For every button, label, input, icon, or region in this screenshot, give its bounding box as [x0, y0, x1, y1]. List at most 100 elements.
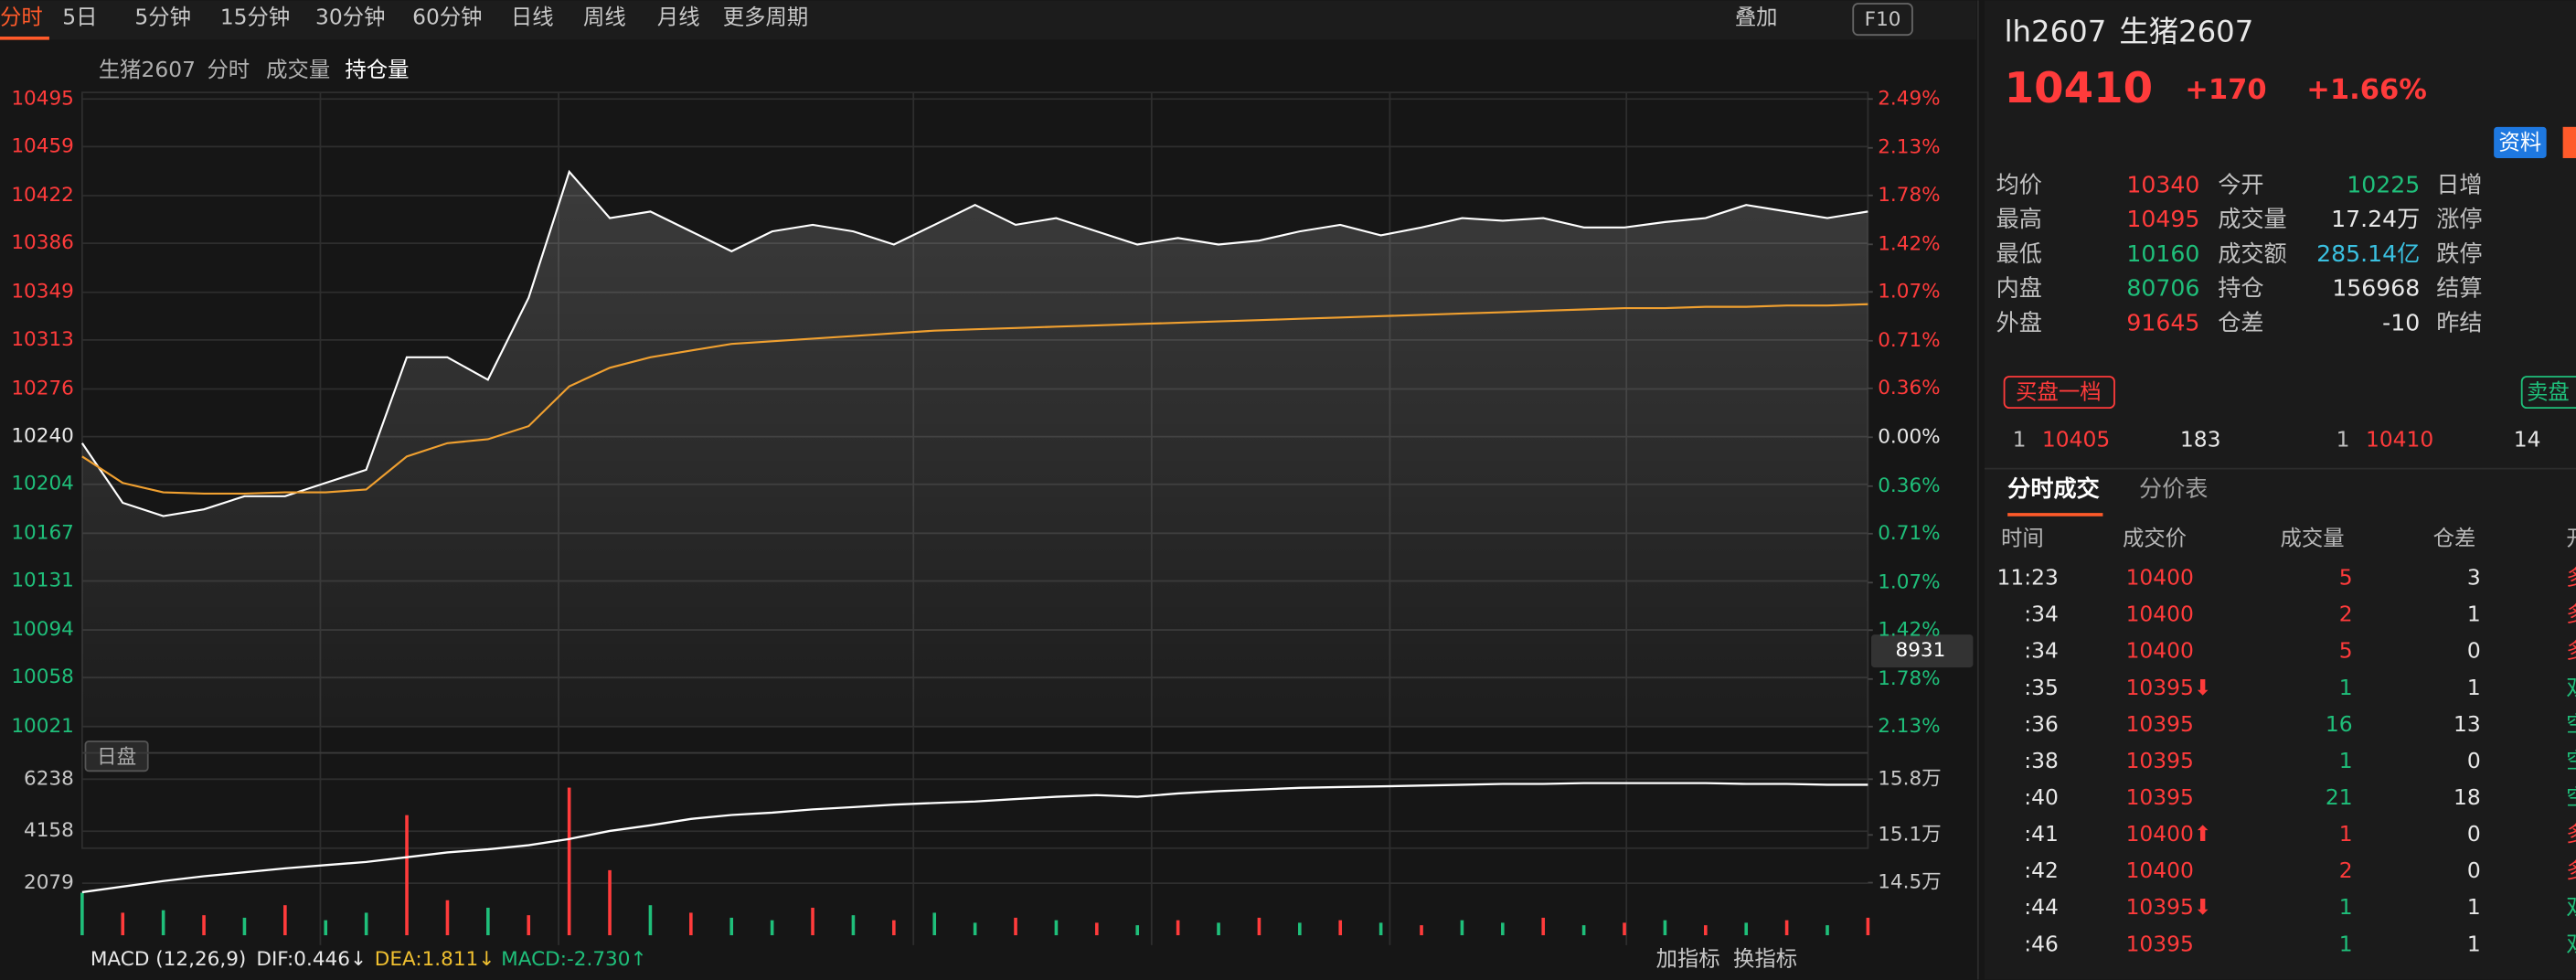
overlay-button[interactable]: 叠加	[1735, 5, 1778, 30]
y2-tick-label: 2.49%	[1878, 87, 1940, 110]
y-tick-label: 10313	[11, 328, 74, 351]
stat-value: 10495	[2126, 206, 2199, 232]
bid-label: 买盘一档	[2016, 378, 2101, 404]
y-tick-label: 10349	[11, 281, 74, 304]
stat-value: 156968	[2332, 275, 2420, 302]
bid-level: 1	[2013, 427, 2027, 453]
change-pct: +1.66%	[2306, 74, 2427, 106]
info-button-bg[interactable]	[2494, 126, 2547, 158]
stat-label: 外盘	[1996, 309, 2042, 336]
y2-tick-label: 0.71%	[1878, 329, 1940, 352]
indicator-button[interactable]: 换指标	[1733, 945, 1797, 971]
trade-time: :46	[2024, 931, 2059, 956]
y-tick-label: 10422	[11, 184, 74, 207]
y-tick-label: 10058	[11, 666, 74, 688]
tab-active[interactable]: 分时	[0, 5, 43, 30]
chart-header-item[interactable]: 持仓量	[345, 57, 409, 82]
trade-oi-change: 0	[2467, 821, 2481, 847]
crosshair-box	[1871, 634, 1974, 668]
trades-tab[interactable]: 分时成交	[2007, 475, 2100, 502]
indicator-button[interactable]: 加指标	[1656, 945, 1720, 971]
session-label: 日盘	[97, 746, 136, 769]
trade-time: :42	[2024, 858, 2059, 883]
stat-label: 涨停	[2436, 206, 2482, 232]
volume-bar	[486, 907, 490, 936]
y2-tick-label: 1.78%	[1878, 184, 1940, 207]
column-header: 成交价	[2123, 525, 2187, 550]
stat-label: 仓差	[2218, 309, 2263, 336]
stat-label: 持仓	[2218, 275, 2263, 302]
volume-bar	[445, 900, 450, 936]
stat-value: 80706	[2126, 275, 2199, 302]
volume-bar	[1378, 922, 1383, 936]
price-line	[80, 169, 1868, 517]
quote-panel	[1985, 0, 2576, 980]
extra-button[interactable]	[2562, 126, 2576, 158]
y2-tick-label: 1.42%	[1878, 618, 1940, 641]
period-tab[interactable]: 更多周期	[723, 5, 808, 30]
ask-label: 卖盘	[2527, 378, 2570, 404]
volume-bar	[973, 922, 977, 936]
y-tick-label: 10204	[11, 473, 74, 495]
column-header: 成交量	[2281, 525, 2345, 550]
volume-bar	[121, 912, 125, 936]
period-tab[interactable]: 日线	[511, 5, 554, 30]
volume-bar	[324, 920, 328, 936]
volume-bar	[729, 917, 734, 936]
period-tab[interactable]: 月线	[657, 5, 700, 30]
trade-oi-change: 1	[2467, 602, 2481, 627]
volume-bar	[1826, 925, 1829, 936]
period-tab[interactable]: 60分钟	[412, 5, 482, 30]
y2-tick-label: 2.13%	[1878, 715, 1940, 738]
period-tab[interactable]: 5日	[62, 5, 97, 30]
volume-bar	[405, 815, 409, 936]
trade-direction: 空	[2566, 711, 2576, 737]
trades-tab[interactable]: 分价表	[2139, 475, 2208, 502]
volume-bar	[1581, 925, 1586, 936]
volume-bar	[608, 869, 612, 936]
trade-volume: 5	[2339, 565, 2353, 591]
chart-header-item[interactable]: 成交量	[266, 57, 330, 82]
trade-oi-change: 1	[2467, 675, 2481, 700]
trade-price: 10395⬇	[2126, 675, 2212, 700]
volume-tick-label: 6238	[24, 767, 74, 790]
trade-direction: 多	[2566, 858, 2576, 883]
volume-bar	[932, 912, 937, 936]
y2-tick-label: 2.13%	[1878, 136, 1940, 159]
volume-bar	[1095, 922, 1099, 936]
period-tab[interactable]: 30分钟	[315, 5, 385, 30]
macd-dif: DIF:0.446↓	[256, 948, 367, 971]
chart-header-item[interactable]: 分时	[207, 57, 250, 82]
stat-label: 成交额	[2218, 240, 2286, 267]
last-price: 10410	[2005, 64, 2154, 113]
stat-label: 内盘	[1996, 275, 2042, 302]
f10-box[interactable]	[1852, 3, 1913, 37]
volume-bar	[1541, 917, 1546, 936]
volume-bar	[1135, 925, 1140, 936]
period-tab[interactable]: 15分钟	[220, 5, 290, 30]
ask-level: 1	[2336, 427, 2350, 453]
trade-volume: 1	[2339, 748, 2353, 773]
stat-value: 285.14亿	[2316, 240, 2420, 267]
volume-bar	[1744, 922, 1749, 936]
volume-bar	[1704, 925, 1708, 936]
trade-direction: 双	[2566, 675, 2576, 700]
trade-price: 10400	[2126, 858, 2194, 883]
info-button[interactable]: 资料	[2499, 129, 2542, 154]
period-tab[interactable]: 5分钟	[134, 5, 191, 30]
trade-direction: 双	[2566, 894, 2576, 920]
trade-price: 10395	[2126, 784, 2194, 810]
volume-bar	[1460, 920, 1464, 936]
symbol: lh2607	[2005, 14, 2107, 48]
trade-oi-change: 0	[2467, 858, 2481, 883]
trade-direction: 多	[2566, 821, 2576, 847]
volume-bar	[1501, 922, 1505, 936]
period-tab[interactable]: 周线	[583, 5, 626, 30]
y-tick-label: 10459	[11, 134, 74, 157]
toolbar	[0, 0, 1977, 40]
trade-price: 10395	[2126, 931, 2194, 956]
f10-button[interactable]: F10	[1865, 8, 1901, 31]
trade-time: :34	[2024, 638, 2059, 664]
volume-bar	[892, 920, 896, 936]
